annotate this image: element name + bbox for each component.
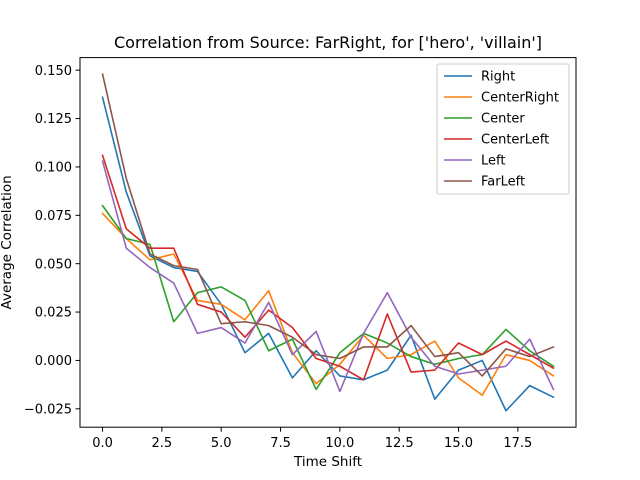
x-tick-label: 5.0 <box>211 436 232 451</box>
x-tick-label: 12.5 <box>385 436 414 451</box>
legend-label: Right <box>481 70 515 85</box>
legend-items: Right CenterRight Center CenterLeft Left FarL… <box>444 70 559 190</box>
x-axis-ticks: 0.0 2.5 5.0 7.5 10.0 12.5 15.0 17.5 <box>92 427 532 451</box>
legend-label: CenterRight <box>481 91 559 106</box>
legend-item-center-left: CenterLeft <box>444 133 549 148</box>
legend: Right CenterRight Center CenterLeft Left FarL… <box>436 63 570 195</box>
y-tick-label: 0.075 <box>35 209 72 224</box>
series-line-center-right <box>101 212 555 397</box>
y-tick-label: 0.125 <box>35 112 72 127</box>
legend-label: FarLeft <box>481 175 525 190</box>
y-tick-label: 0.050 <box>35 257 72 272</box>
y-tick-label: 0.150 <box>35 64 72 79</box>
x-tick-label: 0.0 <box>92 436 113 451</box>
legend-item-far-left: FarLeft <box>444 175 525 190</box>
series-line-left <box>101 160 555 393</box>
x-tick-label: 7.5 <box>270 436 291 451</box>
legend-label: Center <box>481 112 525 127</box>
x-axis-label: Time Shift <box>293 454 362 470</box>
y-tick-label: 0.000 <box>35 354 72 369</box>
legend-item-center-right: CenterRight <box>444 91 559 106</box>
x-tick-label: 17.5 <box>503 436 532 451</box>
legend-item-center: Center <box>444 112 525 127</box>
legend-item-left: Left <box>444 154 505 169</box>
x-tick-label: 10.0 <box>325 436 354 451</box>
series-line-center <box>101 204 555 391</box>
y-axis-ticks: −0.025 0.000 0.025 0.050 0.075 0.100 0.125 0.15… <box>24 64 80 417</box>
x-tick-label: 2.5 <box>152 436 173 451</box>
series-group <box>101 73 555 412</box>
legend-item-right: Right <box>444 70 515 85</box>
legend-label: Left <box>481 154 505 169</box>
y-tick-label: 0.025 <box>35 306 72 321</box>
y-tick-label: −0.025 <box>24 402 72 417</box>
series-line-far-left <box>101 73 555 377</box>
x-tick-label: 15.0 <box>444 436 473 451</box>
y-tick-label: 0.100 <box>35 161 72 176</box>
y-axis-label: Average Correlation <box>0 175 15 309</box>
legend-label: CenterLeft <box>481 133 549 148</box>
chart-title: Correlation from Source: FarRight, for [… <box>114 33 542 52</box>
